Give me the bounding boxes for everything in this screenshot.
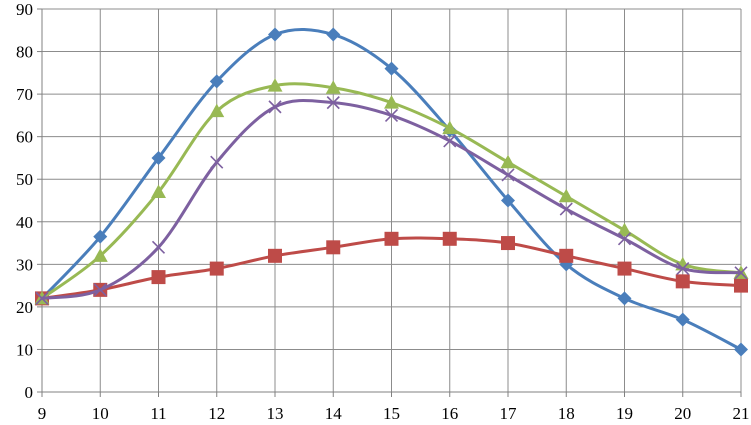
data-point bbox=[35, 291, 49, 305]
series-4 bbox=[35, 96, 748, 305]
y-tick-label: 10 bbox=[16, 340, 33, 359]
data-point bbox=[617, 291, 632, 306]
x-tick-label: 14 bbox=[325, 404, 343, 423]
x-tick-label: 21 bbox=[733, 404, 750, 423]
data-point bbox=[93, 229, 108, 244]
data-point bbox=[151, 150, 166, 165]
x-tick-label: 16 bbox=[441, 404, 458, 423]
x-tick-label: 10 bbox=[92, 404, 109, 423]
x-tick-label: 19 bbox=[616, 404, 633, 423]
data-point bbox=[675, 274, 690, 289]
x-tick-label: 11 bbox=[150, 404, 166, 423]
data-point bbox=[209, 103, 225, 118]
data-point bbox=[209, 74, 224, 89]
data-point bbox=[442, 231, 457, 246]
series-group bbox=[34, 27, 749, 357]
y-tick-label: 60 bbox=[16, 128, 33, 147]
data-point bbox=[268, 248, 282, 263]
x-tick-label: 20 bbox=[674, 404, 691, 423]
data-point bbox=[325, 80, 341, 94]
x-tick-label: 12 bbox=[208, 404, 225, 423]
data-point bbox=[151, 270, 166, 285]
data-point bbox=[384, 108, 399, 122]
tick-labels: 0 10 20 30 40 50 60 70 80 90 9 10 11 12 13 14 15 16 17 18 19… bbox=[16, 0, 750, 423]
data-point bbox=[675, 312, 690, 327]
data-point bbox=[734, 342, 748, 357]
data-point bbox=[734, 278, 748, 293]
x-tick-label: 9 bbox=[38, 404, 47, 423]
data-point bbox=[734, 266, 748, 280]
data-point bbox=[384, 95, 399, 109]
data-point bbox=[92, 248, 108, 262]
data-point bbox=[443, 134, 457, 148]
y-tick-label: 40 bbox=[16, 213, 33, 232]
data-point bbox=[267, 78, 283, 92]
y-tick-label: 80 bbox=[16, 43, 33, 62]
data-point bbox=[617, 261, 632, 276]
y-tick-label: 0 bbox=[25, 383, 34, 402]
data-point bbox=[268, 100, 282, 114]
data-point bbox=[93, 283, 107, 297]
x-tick-label: 13 bbox=[267, 404, 284, 423]
y-tick-label: 70 bbox=[16, 85, 33, 104]
data-point bbox=[559, 202, 573, 216]
data-point bbox=[676, 262, 690, 276]
data-point bbox=[151, 184, 166, 198]
data-point bbox=[500, 154, 516, 169]
y-tick-label: 20 bbox=[16, 298, 33, 317]
data-point bbox=[268, 27, 282, 42]
data-point bbox=[501, 193, 515, 208]
data-point bbox=[384, 231, 399, 246]
axes bbox=[37, 8, 742, 397]
data-point bbox=[501, 168, 515, 182]
data-point bbox=[442, 120, 458, 135]
y-tick-label: 90 bbox=[16, 0, 33, 19]
data-point bbox=[326, 240, 341, 255]
data-point bbox=[559, 248, 574, 263]
data-point bbox=[501, 236, 515, 251]
x-tick-label: 15 bbox=[383, 404, 400, 423]
data-point bbox=[384, 61, 399, 76]
y-tick-label: 50 bbox=[16, 170, 33, 189]
x-tick-label: 18 bbox=[558, 404, 575, 423]
data-point bbox=[558, 188, 574, 203]
data-point bbox=[617, 232, 632, 246]
x-tick-label: 17 bbox=[500, 404, 518, 423]
data-point bbox=[210, 155, 224, 169]
data-point bbox=[209, 261, 224, 276]
data-point bbox=[326, 27, 341, 42]
data-point bbox=[617, 222, 632, 237]
data-point bbox=[326, 96, 340, 110]
data-point bbox=[151, 240, 166, 254]
y-tick-label: 30 bbox=[16, 255, 33, 274]
series-1 bbox=[35, 27, 748, 357]
